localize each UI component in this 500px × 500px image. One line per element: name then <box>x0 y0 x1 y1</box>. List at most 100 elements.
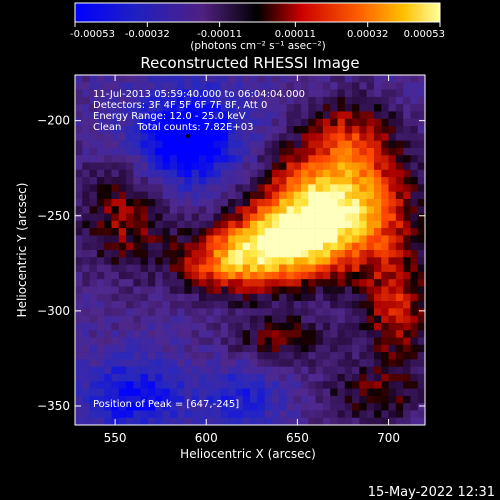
heatmap-cell <box>169 140 178 149</box>
heatmap-cell <box>191 118 200 127</box>
heatmap-cell <box>235 286 244 295</box>
heatmap-cell <box>403 140 411 149</box>
heatmap-cell <box>410 242 419 251</box>
heatmap-cell <box>264 279 273 287</box>
heatmap-cell <box>330 388 338 397</box>
heatmap-cell <box>89 235 98 244</box>
heatmap-cell <box>206 220 214 229</box>
heatmap-cell <box>264 366 273 375</box>
heatmap-cell <box>89 133 98 141</box>
heatmap-cell <box>89 395 98 404</box>
heatmap-cell <box>308 96 316 105</box>
heatmap-cell <box>344 118 353 127</box>
heatmap-cell <box>155 177 163 185</box>
heatmap-cell <box>126 111 134 120</box>
heatmap-cell <box>352 315 360 324</box>
heatmap-cell <box>279 96 287 105</box>
heatmap-cell <box>75 337 83 346</box>
heatmap-cell <box>388 403 397 411</box>
heatmap-cell <box>213 191 222 200</box>
heatmap-cell <box>242 82 251 90</box>
heatmap-cell <box>308 286 316 295</box>
heatmap-cell <box>111 177 120 185</box>
heatmap-cell <box>315 257 324 265</box>
heatmap-cell <box>242 279 251 287</box>
heatmap-cell <box>286 293 295 302</box>
heatmap-cell <box>133 177 141 185</box>
heatmap-cell <box>308 250 316 258</box>
heatmap-cell <box>118 257 127 265</box>
heatmap-cell <box>264 337 273 346</box>
heatmap-cell <box>417 417 426 426</box>
heatmap-cell <box>147 395 156 404</box>
heatmap-cell <box>162 133 171 141</box>
heatmap-cell <box>235 155 244 163</box>
heatmap-cell <box>366 381 375 389</box>
heatmap-cell <box>301 286 309 295</box>
heatmap-cell <box>417 337 426 346</box>
heatmap-cell <box>417 286 426 295</box>
heatmap-cell <box>89 373 98 382</box>
heatmap-cell <box>381 169 389 178</box>
heatmap-cell <box>381 366 389 375</box>
heatmap-cell <box>279 279 287 287</box>
heatmap-cell <box>373 242 382 251</box>
heatmap-cell <box>315 177 324 185</box>
heatmap-cell <box>147 111 156 120</box>
heatmap-cell <box>250 403 258 411</box>
heatmap-cell <box>279 337 287 346</box>
heatmap-cell <box>235 169 244 178</box>
heatmap-cell <box>330 147 338 156</box>
heatmap-cell <box>381 206 389 214</box>
heatmap-cell <box>155 395 163 404</box>
heatmap-cell <box>104 184 112 192</box>
heatmap-cell <box>308 184 316 192</box>
heatmap-cell <box>118 381 127 389</box>
heatmap-cell <box>133 388 141 397</box>
heatmap-cell <box>111 213 120 222</box>
heatmap-cell <box>330 111 338 120</box>
heatmap-cell <box>315 169 324 178</box>
heatmap-cell <box>184 279 192 287</box>
heatmap-cell <box>89 388 98 397</box>
heatmap-cell <box>147 213 156 222</box>
heatmap-cell <box>111 82 120 90</box>
heatmap-cell <box>293 89 302 98</box>
heatmap-cell <box>133 82 141 90</box>
heatmap-cell <box>198 293 207 302</box>
heatmap-cell <box>417 118 426 127</box>
heatmap-cell <box>264 388 273 397</box>
heatmap-cell <box>198 403 207 411</box>
heatmap-cell <box>75 242 83 251</box>
heatmap-cell <box>395 169 404 178</box>
heatmap-cell <box>388 126 397 134</box>
heatmap-cell <box>96 111 105 120</box>
heatmap-cell <box>344 395 353 404</box>
heatmap-cell <box>322 228 331 236</box>
heatmap-cell <box>133 228 141 236</box>
heatmap-cell <box>301 301 309 309</box>
heatmap-cell <box>330 184 338 192</box>
heatmap-cell <box>198 89 207 98</box>
heatmap-cell <box>191 250 200 258</box>
heatmap-cell <box>147 257 156 265</box>
heatmap-cell <box>308 293 316 302</box>
heatmap-cell <box>118 395 127 404</box>
heatmap-cell <box>257 140 265 149</box>
heatmap-cell <box>395 213 404 222</box>
heatmap-cell <box>359 198 367 207</box>
heatmap-cell <box>395 286 404 295</box>
heatmap-cell <box>388 264 397 273</box>
heatmap-cell <box>388 162 397 171</box>
heatmap-cell <box>89 118 98 127</box>
heatmap-cell <box>417 198 426 207</box>
heatmap-cell <box>162 147 171 156</box>
heatmap-cell <box>271 286 280 295</box>
heatmap-cell <box>198 118 207 127</box>
heatmap-cell <box>308 228 316 236</box>
heatmap-cell <box>169 184 178 192</box>
heatmap-cell <box>264 177 273 185</box>
heatmap-cell <box>359 315 367 324</box>
heatmap-cell <box>104 330 112 338</box>
heatmap-cell <box>301 184 309 192</box>
